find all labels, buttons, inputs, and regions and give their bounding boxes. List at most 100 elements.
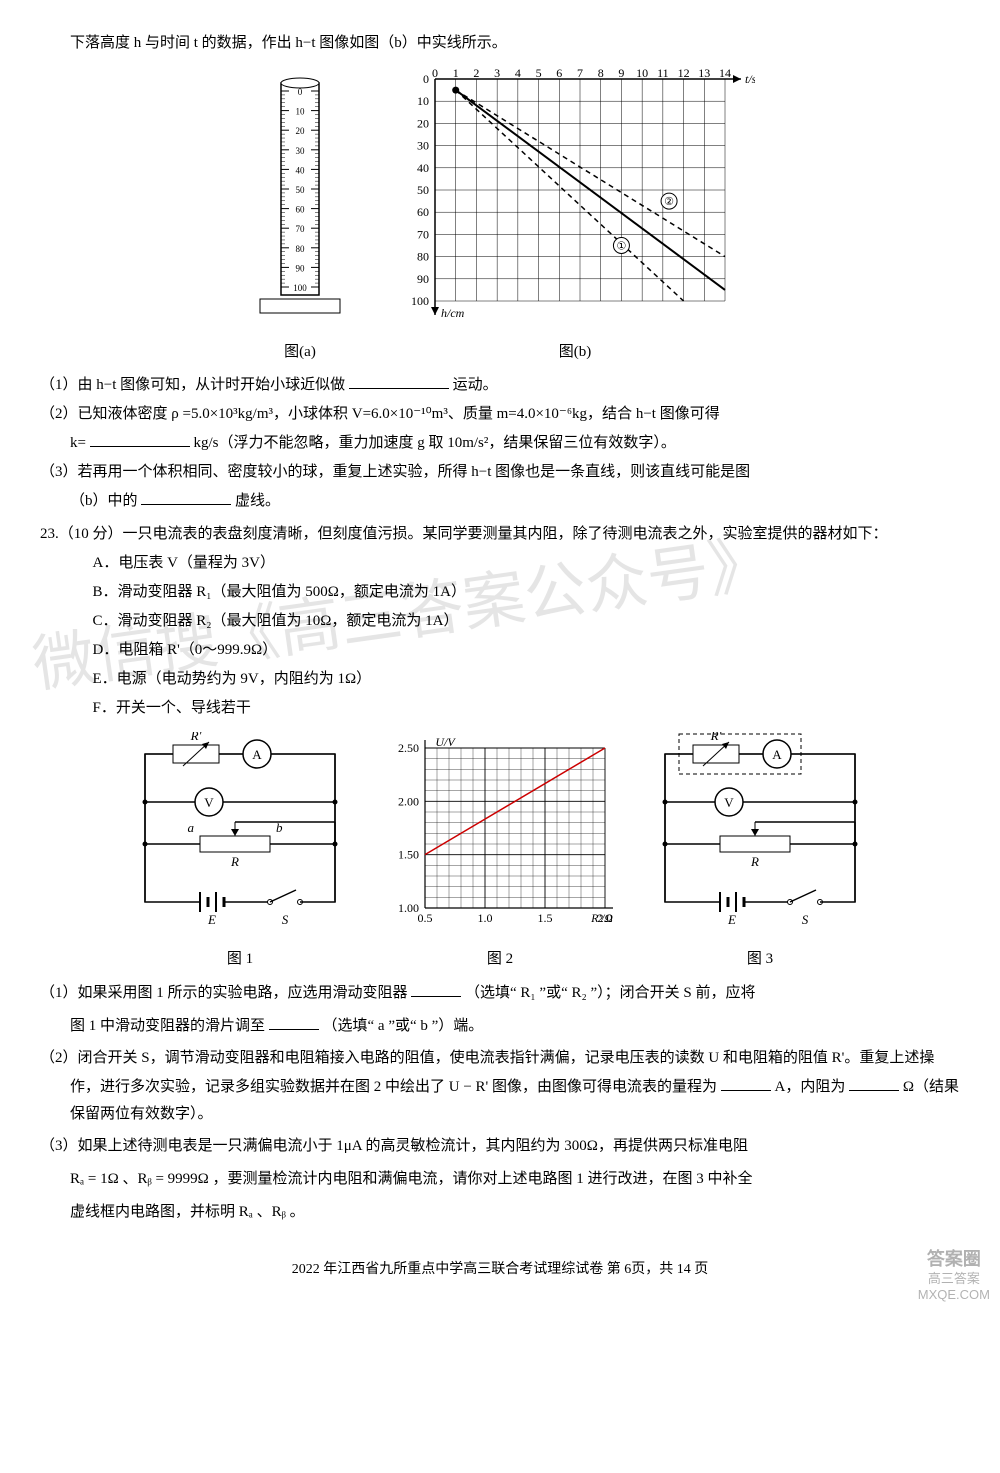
q22-block: （1）由 h−t 图像可知，从计时开始小球近似做 运动。 （2）已知液体密度 ρ…	[40, 370, 960, 515]
svg-text:2.50: 2.50	[398, 741, 419, 755]
svg-text:11: 11	[657, 66, 669, 80]
svg-text:h/cm: h/cm	[441, 306, 465, 320]
svg-text:30: 30	[296, 146, 306, 156]
svg-text:100: 100	[411, 294, 429, 308]
circuit3-svg: R'AVRES	[645, 732, 875, 932]
blank-k[interactable]	[90, 428, 190, 447]
svg-text:90: 90	[296, 263, 306, 273]
q23-1b: （选填“ R₁ ”或“ R₂ ”）；闭合开关 S 前，应将	[465, 985, 755, 1001]
instr-B: B．滑动变阻器 R₁（最大阻值为 500Ω，额定电流为 1A）	[40, 579, 960, 606]
svg-text:2: 2	[473, 66, 479, 80]
ht-figure: 0123456789101112131401020304050607080901…	[395, 65, 755, 366]
blank-rheostat[interactable]	[411, 978, 461, 997]
svg-text:U/V: U/V	[435, 735, 456, 749]
svg-text:E: E	[207, 912, 216, 927]
svg-text:40: 40	[296, 165, 306, 175]
svg-text:1.0: 1.0	[478, 911, 493, 925]
q22-1b: 运动。	[453, 377, 498, 393]
circuit1-caption: 图 1	[125, 942, 355, 973]
circuit3-caption: 图 3	[645, 942, 875, 973]
q23-2: （2）闭合开关 S，调节滑动变阻器和电阻箱接入电路的阻值，使电流表指针满偏，记录…	[40, 1045, 960, 1128]
svg-text:S: S	[282, 912, 289, 927]
intro-line: 下落高度 h 与时间 t 的数据，作出 h−t 图像如图（b）中实线所示。	[40, 30, 960, 57]
svg-text:60: 60	[296, 205, 306, 215]
q22-3a: （3）若再用一个体积相同、密度较小的球，重复上述实验，所得 h−t 图像也是一条…	[40, 464, 750, 480]
q23-3: （3）如果上述待测电表是一只满偏电流小于 1μA 的高灵敏检流计，其内阻约为 3…	[40, 1130, 960, 1229]
q23-subblock: （1）如果采用图 1 所示的实验电路，应选用滑动变阻器 （选填“ R₁ ”或“ …	[40, 977, 960, 1229]
q22-1: （1）由 h−t 图像可知，从计时开始小球近似做 运动。	[40, 370, 960, 399]
instr-D: D．电阻箱 R'（0～999.9Ω）	[40, 637, 960, 664]
blank-motion[interactable]	[349, 370, 449, 389]
svg-text:70: 70	[417, 227, 429, 241]
svg-text:1.5: 1.5	[538, 911, 553, 925]
q22-3c: 虚线。	[235, 493, 280, 509]
svg-text:0.5: 0.5	[418, 911, 433, 925]
corner-wm-3: MXQE.COM	[918, 1287, 990, 1303]
svg-text:6: 6	[556, 66, 562, 80]
svg-text:E: E	[727, 912, 736, 927]
svg-text:1: 1	[453, 66, 459, 80]
q23-head: 23.（10 分）一只电流表的表盘刻度清晰，但刻度值污损。某同学要测量其内阻，除…	[40, 521, 960, 548]
cylinder-caption: 图(a)	[245, 335, 355, 366]
corner-wm-2: 高三答案	[918, 1271, 990, 1287]
svg-text:10: 10	[296, 107, 306, 117]
q22-2: （2）已知液体密度 ρ =5.0×10³kg/m³，小球体积 V=6.0×10⁻…	[40, 401, 960, 457]
svg-text:A: A	[252, 747, 262, 762]
circuit1-svg: R'AVRabES	[125, 732, 355, 932]
q22-2b: k=	[70, 435, 86, 451]
q22-3b: （b）中的	[70, 493, 138, 509]
q23-3c: 虚线框内电路图，并标明 Rₐ 、Rᵦ 。	[70, 1204, 305, 1220]
figure-row-2: R'AVRabES 图 1 0.51.01.52.01.001.502.002.…	[40, 732, 960, 973]
svg-text:50: 50	[417, 183, 429, 197]
svg-text:R': R'	[190, 732, 202, 743]
svg-text:50: 50	[296, 185, 306, 195]
q22-2a: （2）已知液体密度 ρ =5.0×10³kg/m³，小球体积 V=6.0×10⁻…	[40, 406, 720, 422]
instr-F: F．开关一个、导线若干	[40, 695, 960, 722]
svg-text:4: 4	[515, 66, 521, 80]
corner-wm-1: 答案圈	[918, 1249, 990, 1271]
svg-text:7: 7	[577, 66, 583, 80]
svg-text:13: 13	[698, 66, 710, 80]
svg-text:R: R	[230, 854, 239, 869]
q23-3b: Rₐ = 1Ω 、Rᵦ = 9999Ω ，要测量检流计内电阻和满偏电流，请你对上…	[70, 1171, 753, 1187]
q22-2c: kg/s（浮力不能忽略，重力加速度 g 取 10m/s²，结果保留三位有效数字）…	[193, 435, 675, 451]
svg-text:a: a	[188, 820, 195, 835]
q23-1: （1）如果采用图 1 所示的实验电路，应选用滑动变阻器 （选填“ R₁ ”或“ …	[40, 977, 960, 1043]
svg-text:10: 10	[417, 94, 429, 108]
figure-row-1: 0102030405060708090100 图(a) 012345678910…	[40, 65, 960, 366]
circuit1-figure: R'AVRabES 图 1	[125, 732, 355, 973]
svg-text:V: V	[724, 795, 734, 810]
q23-2b: A，内阻为	[775, 1079, 846, 1095]
svg-text:12: 12	[678, 66, 690, 80]
q23-1d: （选填“ a ”或“ b ”）端。	[323, 1018, 484, 1034]
ht-chart-svg: 0123456789101112131401020304050607080901…	[395, 65, 755, 325]
svg-text:60: 60	[417, 205, 429, 219]
svg-text:30: 30	[417, 139, 429, 153]
instr-A: A．电压表 V（量程为 3V）	[40, 550, 960, 577]
uv-caption: 图 2	[385, 942, 615, 973]
svg-text:①: ①	[616, 241, 626, 253]
uv-figure: 0.51.01.52.01.001.502.002.50R'/ΩU/V 图 2	[385, 732, 615, 973]
svg-text:100: 100	[293, 283, 307, 293]
q23-3a: （3）如果上述待测电表是一只满偏电流小于 1μA 的高灵敏检流计，其内阻约为 3…	[40, 1138, 748, 1154]
svg-text:0: 0	[298, 87, 303, 97]
blank-range[interactable]	[721, 1072, 771, 1091]
svg-text:t/s: t/s	[745, 72, 755, 86]
svg-text:R: R	[750, 854, 759, 869]
blank-ab[interactable]	[269, 1011, 319, 1030]
page-footer: 2022 年江西省九所重点中学高三联合考试理综试卷 第 6页，共 14 页	[40, 1257, 960, 1282]
svg-text:A: A	[772, 747, 782, 762]
svg-text:V: V	[204, 795, 214, 810]
blank-dashline[interactable]	[141, 486, 231, 505]
q23-1c: 图 1 中滑动变阻器的滑片调至	[70, 1018, 265, 1034]
blank-r[interactable]	[849, 1072, 899, 1091]
svg-text:②: ②	[664, 196, 674, 208]
cylinder-figure: 0102030405060708090100 图(a)	[245, 65, 355, 366]
svg-text:1.00: 1.00	[398, 901, 419, 915]
svg-text:S: S	[802, 912, 809, 927]
svg-text:3: 3	[494, 66, 500, 80]
uv-chart-svg: 0.51.01.52.01.001.502.002.50R'/ΩU/V	[385, 732, 615, 932]
svg-text:1.50: 1.50	[398, 848, 419, 862]
svg-text:90: 90	[417, 272, 429, 286]
cylinder-svg: 0102030405060708090100	[245, 65, 355, 325]
